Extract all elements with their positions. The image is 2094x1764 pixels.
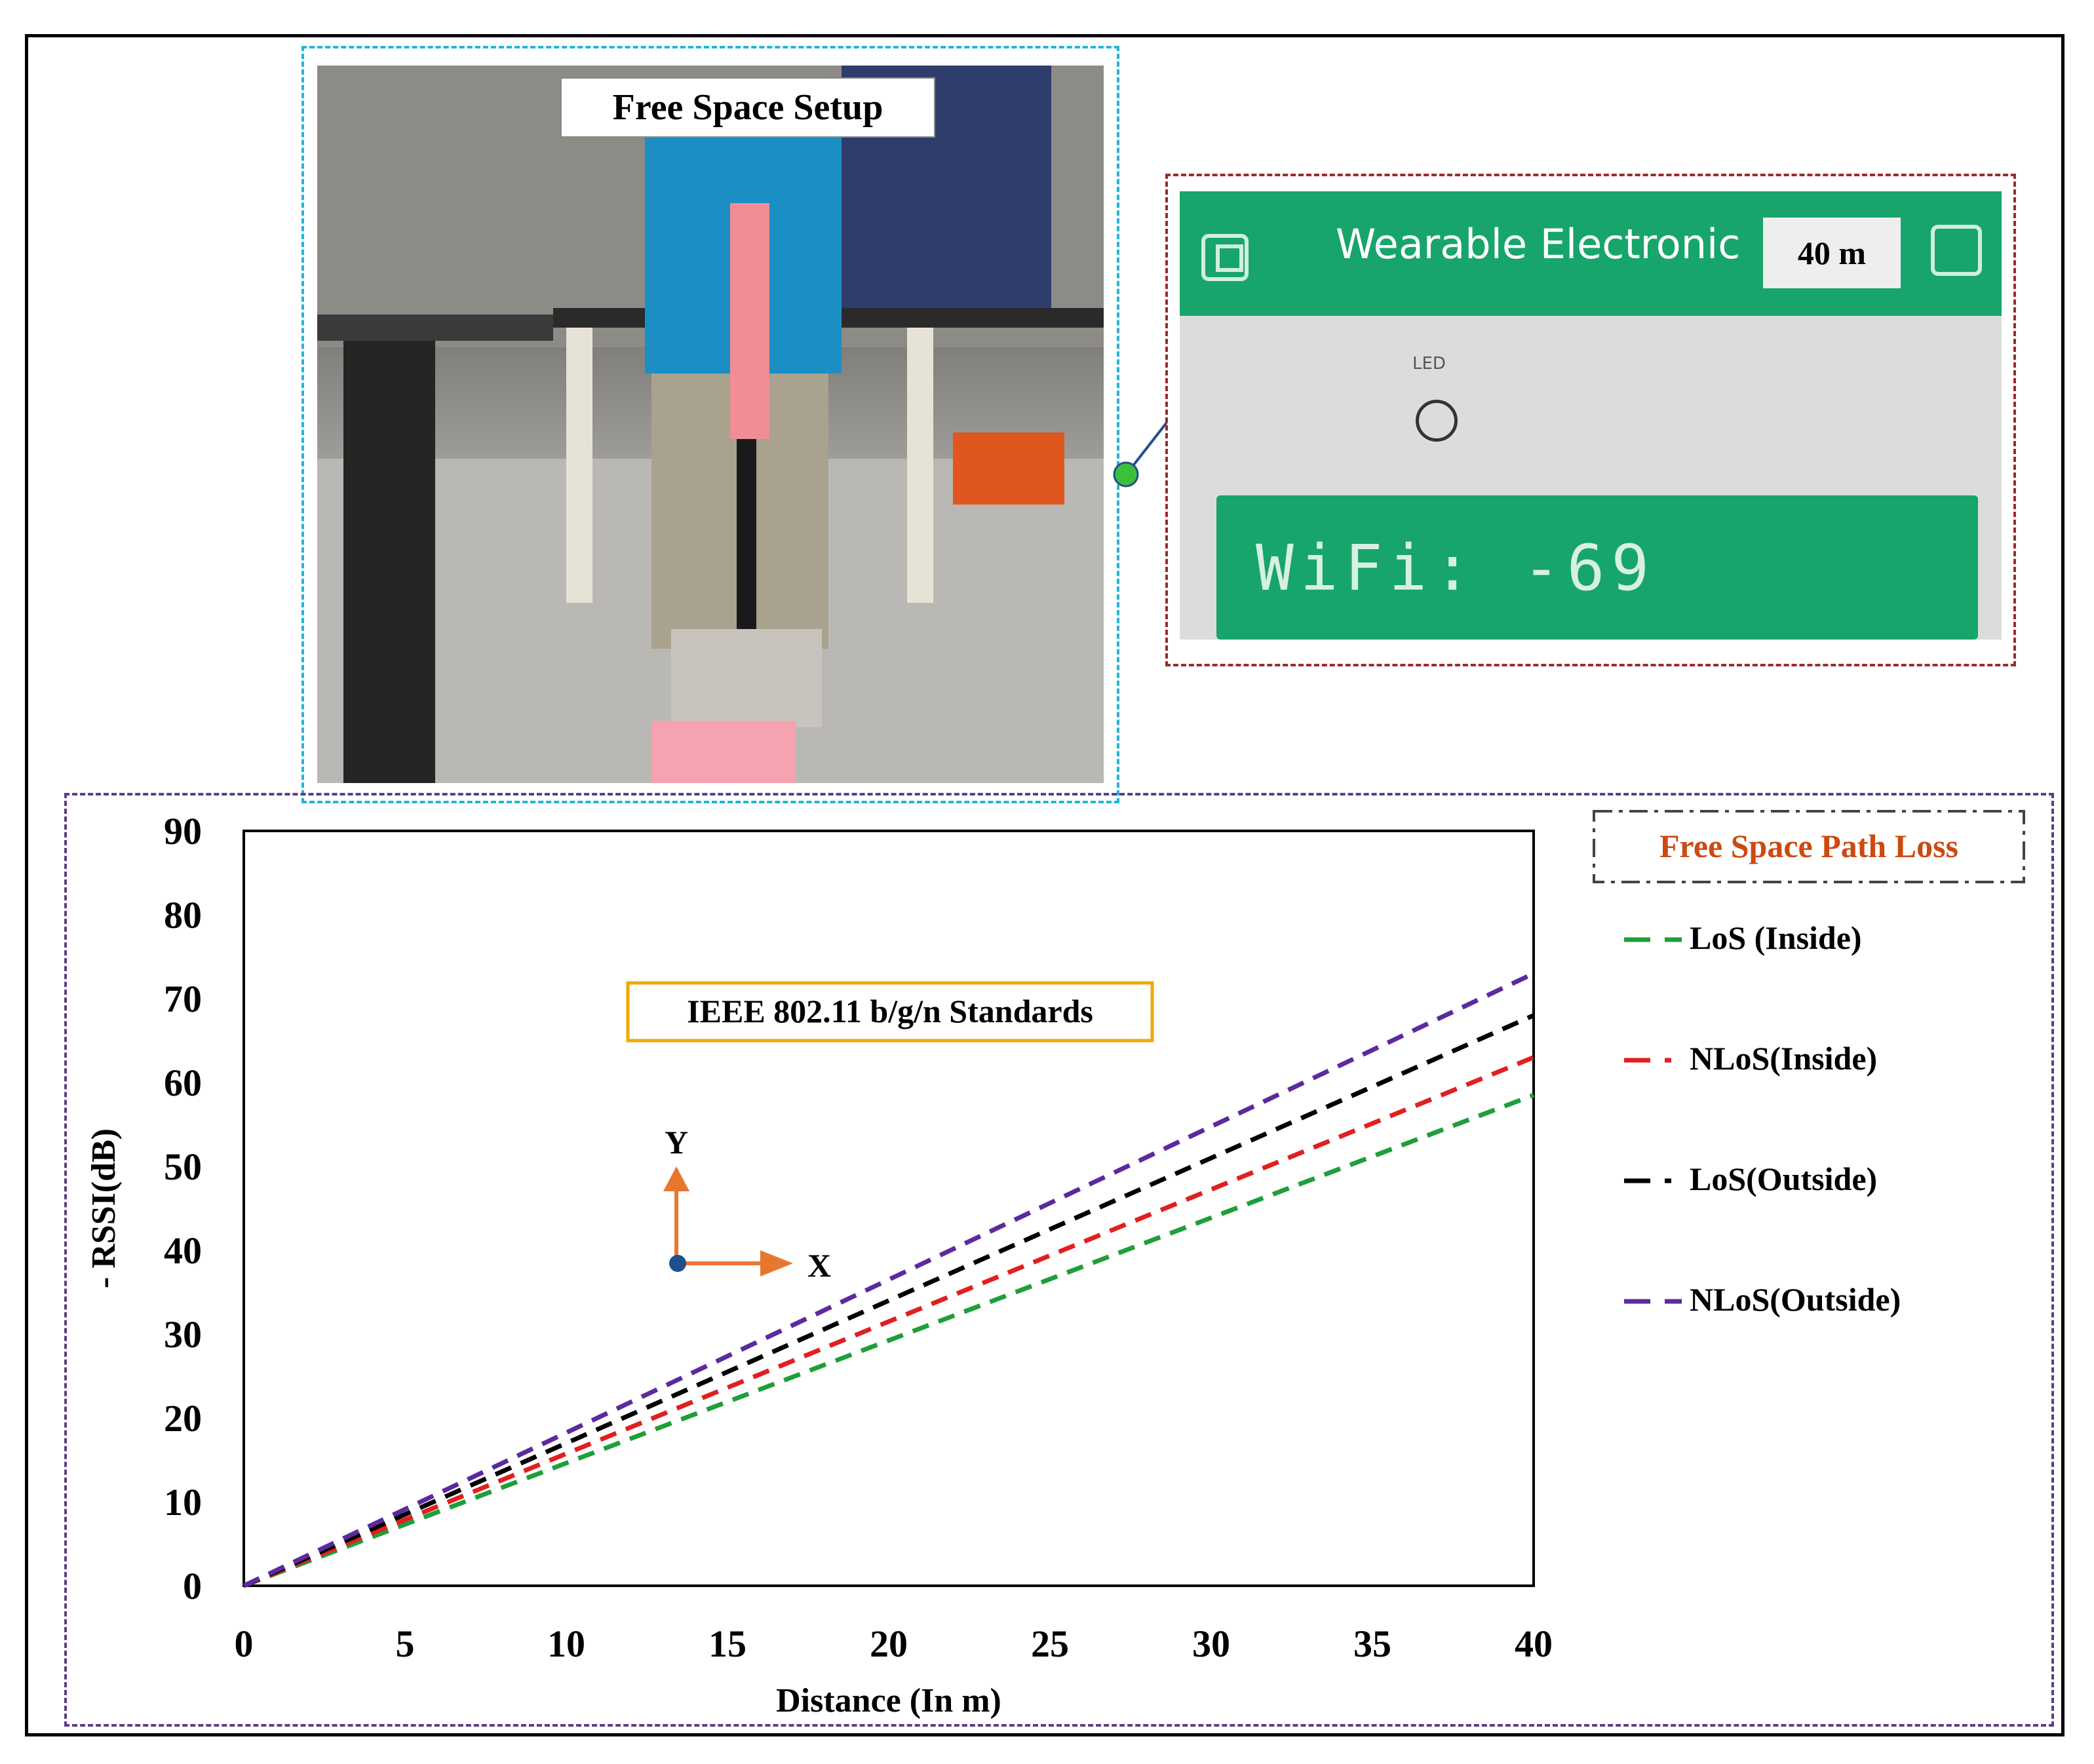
series-line-1	[242, 1092, 1535, 1588]
plot-area	[242, 830, 1535, 1587]
x-tick-label: 5	[396, 1622, 415, 1665]
photo-panel-border	[301, 46, 1119, 803]
distance-badge: 40 m	[1763, 218, 1901, 288]
photo-pink-block	[651, 721, 796, 783]
annotation-text: IEEE 802.11 b/g/n Standards	[687, 993, 1093, 1029]
x-axis-label: Distance (In m)	[776, 1682, 1001, 1719]
y-tick-label: 10	[164, 1481, 202, 1524]
photo-illustration	[317, 66, 1104, 783]
y-tick-label: 0	[183, 1565, 202, 1607]
app-screenshot: Wearable Electronic 40 m LED WiFi: -69	[1180, 191, 2002, 640]
y-tick-label: 60	[164, 1062, 202, 1104]
axes-glyph-x-label: X	[807, 1247, 831, 1284]
x-tick-label: 35	[1353, 1622, 1391, 1665]
axes-glyph-y-label: Y	[665, 1124, 688, 1160]
exit-icon[interactable]	[1201, 229, 1257, 286]
y-axis-label: - RSSI(dB)	[85, 1128, 123, 1288]
wifi-readout: WiFi: -69	[1256, 531, 1656, 605]
free-space-setup-photo	[317, 66, 1104, 783]
legend-label: NLoS(Outside)	[1690, 1281, 1901, 1318]
app-title: Wearable Electronic	[1336, 220, 1741, 268]
wifi-display: WiFi: -69	[1216, 495, 1978, 640]
x-tick-label: 15	[708, 1622, 746, 1665]
y-tick-label: 90	[164, 810, 202, 853]
photo-label: Free Space Setup	[560, 77, 935, 138]
annotation-box	[626, 981, 1154, 1043]
series-line-3	[242, 1013, 1535, 1588]
photo-bench-leg-1	[566, 328, 592, 603]
x-tick-label: 0	[235, 1622, 254, 1665]
legend-title-box	[1593, 810, 2025, 883]
x-tick-label: 25	[1031, 1622, 1069, 1665]
y-tick-label: 50	[164, 1145, 202, 1188]
photo-table-left	[317, 315, 553, 341]
series-line-4	[242, 971, 1535, 1588]
legend-label: LoS (Inside)	[1690, 919, 1862, 956]
y-tick-label: 20	[164, 1397, 202, 1440]
x-tick-label: 40	[1515, 1622, 1553, 1665]
led-indicator[interactable]	[1416, 400, 1458, 442]
y-tick-label: 30	[164, 1313, 202, 1356]
photo-antenna-plate	[671, 629, 822, 727]
chart-panel-border	[64, 793, 2054, 1727]
legend-label: NLoS(Inside)	[1690, 1040, 1877, 1077]
x-tick-label: 30	[1192, 1622, 1230, 1665]
photo-orange-box	[953, 432, 1064, 505]
figure-frame	[25, 34, 2065, 1736]
photo-pink-holder	[730, 203, 769, 439]
legend-title: Free Space Path Loss	[1659, 828, 1958, 864]
photo-table-leg-left	[343, 341, 435, 783]
app-panel-border	[1165, 174, 2016, 666]
legend-label: LoS(Outside)	[1690, 1160, 1877, 1197]
y-tick-label: 70	[164, 978, 202, 1020]
x-tick-label: 10	[547, 1622, 585, 1665]
square-icon[interactable]	[1929, 223, 1985, 279]
y-tick-label: 40	[164, 1229, 202, 1272]
series-line-2	[242, 1055, 1535, 1588]
y-tick-label: 80	[164, 894, 202, 936]
axes-glyph: Y X	[663, 1124, 831, 1284]
photo-bench-leg-2	[907, 328, 933, 603]
app-header: Wearable Electronic 40 m	[1180, 191, 2002, 316]
led-label: LED	[1412, 354, 1446, 374]
x-tick-label: 20	[870, 1622, 908, 1665]
